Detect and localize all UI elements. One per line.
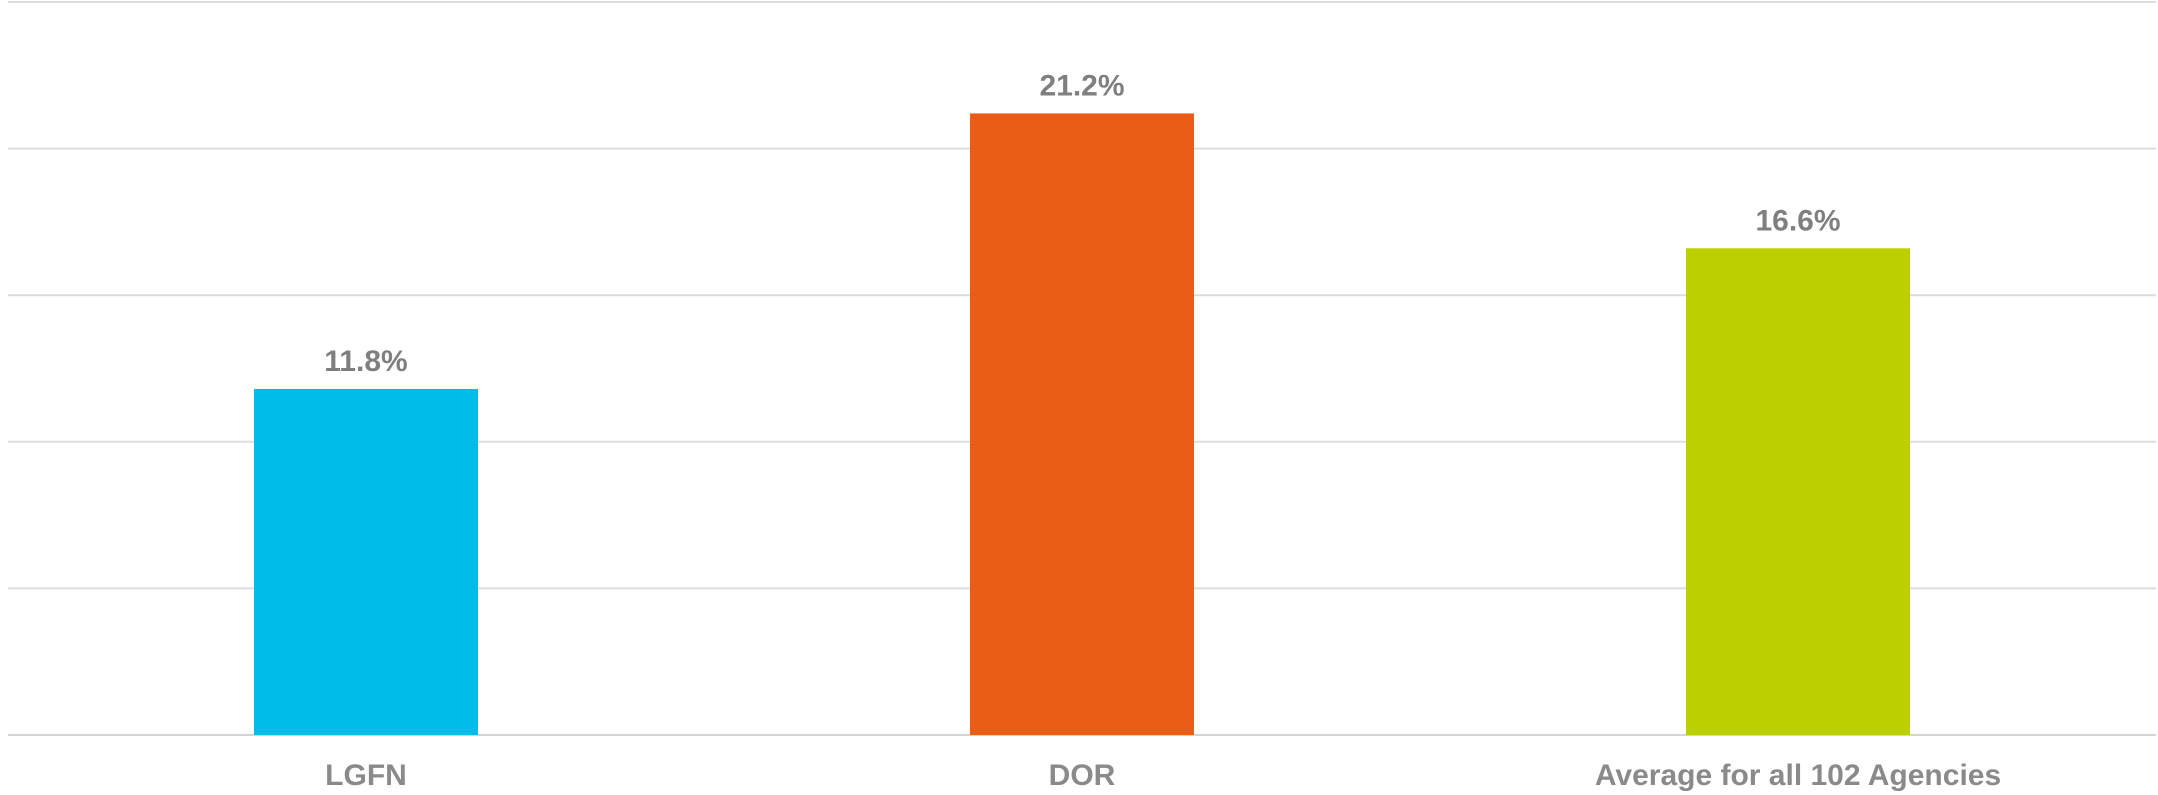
x-tick-label-1: LGFN <box>325 759 407 792</box>
bars <box>254 113 1910 735</box>
bar-3 <box>1686 248 1910 735</box>
data-label-2: 21.2% <box>1039 69 1124 102</box>
data-label-3: 16.6% <box>1755 204 1840 237</box>
data-label-1: 11.8% <box>324 345 407 378</box>
x-axis-tick-labels: LGFN DOR Average for all 102 Agencies <box>325 759 2001 792</box>
data-labels: 11.8% 21.2% 16.6% <box>324 69 1840 378</box>
x-tick-label-2: DOR <box>1049 759 1116 792</box>
x-tick-label-3: Average for all 102 Agencies <box>1595 759 2001 792</box>
bar-1 <box>254 389 478 735</box>
bar-2 <box>970 113 1194 735</box>
